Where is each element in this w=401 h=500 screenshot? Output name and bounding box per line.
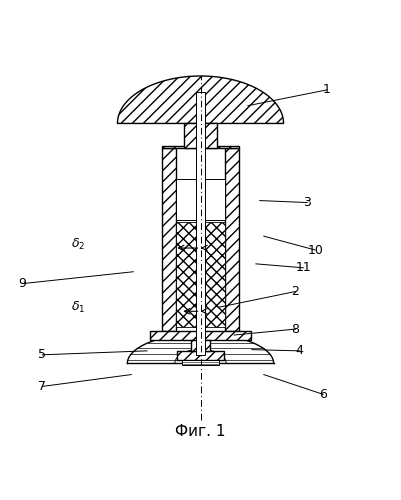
Text: 8: 8 (292, 322, 300, 336)
Bar (225, 148, 239, 331)
Bar (177, 351, 224, 360)
Bar (191, 340, 210, 351)
Text: 2: 2 (292, 285, 299, 298)
Polygon shape (128, 334, 273, 364)
Bar (200, 222, 225, 327)
Bar (182, 360, 219, 366)
Bar (162, 148, 176, 331)
Text: 11: 11 (296, 262, 311, 274)
Bar (176, 222, 201, 327)
Text: 10: 10 (307, 244, 323, 256)
Polygon shape (117, 76, 284, 124)
Bar (200, 222, 201, 327)
Bar (196, 92, 205, 355)
Bar (162, 146, 239, 148)
Text: 1: 1 (323, 84, 331, 96)
Text: 7: 7 (38, 380, 47, 393)
Text: 4: 4 (296, 344, 303, 358)
Text: $\delta_2$: $\delta_2$ (71, 236, 85, 252)
Text: 6: 6 (319, 388, 327, 401)
Bar (205, 179, 225, 220)
Text: $\delta_1$: $\delta_1$ (71, 300, 85, 315)
Bar (184, 124, 217, 148)
Text: 3: 3 (303, 196, 311, 209)
Bar (150, 331, 251, 340)
Text: 9: 9 (18, 277, 26, 290)
Bar (176, 179, 196, 220)
Text: Фиг. 1: Фиг. 1 (175, 424, 226, 438)
Text: 5: 5 (38, 348, 47, 362)
